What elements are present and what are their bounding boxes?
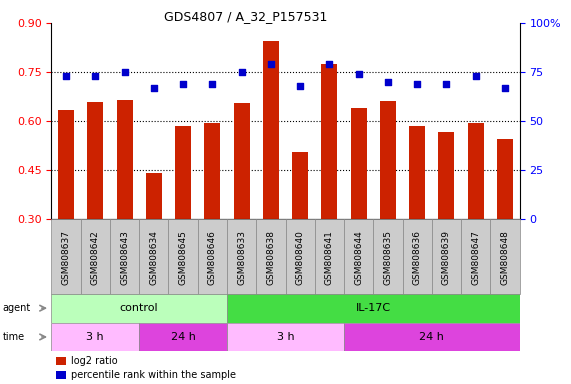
FancyBboxPatch shape — [256, 219, 286, 294]
FancyBboxPatch shape — [286, 219, 315, 294]
Text: GSM808641: GSM808641 — [325, 230, 334, 285]
FancyBboxPatch shape — [403, 219, 432, 294]
Text: GSM808634: GSM808634 — [149, 230, 158, 285]
FancyBboxPatch shape — [81, 219, 110, 294]
Point — [62, 73, 71, 79]
Text: GDS4807 / A_32_P157531: GDS4807 / A_32_P157531 — [164, 10, 327, 23]
Bar — [344, 323, 520, 351]
Text: agent: agent — [3, 303, 31, 313]
Text: GSM808636: GSM808636 — [413, 230, 422, 285]
Point — [413, 81, 422, 87]
Bar — [263, 41, 279, 219]
Point — [266, 61, 275, 67]
Bar — [439, 132, 455, 219]
Text: percentile rank within the sample: percentile rank within the sample — [71, 369, 236, 380]
Text: GSM808643: GSM808643 — [120, 230, 129, 285]
Text: 3 h: 3 h — [86, 332, 104, 342]
Bar — [87, 102, 103, 219]
Text: GSM808639: GSM808639 — [442, 230, 451, 285]
Text: control: control — [120, 303, 159, 313]
Point — [120, 69, 129, 75]
Text: GSM808644: GSM808644 — [354, 230, 363, 285]
Point — [354, 71, 363, 77]
Bar — [51, 323, 139, 351]
Bar — [292, 152, 308, 219]
Bar — [380, 101, 396, 219]
FancyBboxPatch shape — [168, 219, 198, 294]
Point — [325, 61, 334, 67]
FancyBboxPatch shape — [432, 219, 461, 294]
Point — [208, 81, 217, 87]
FancyBboxPatch shape — [461, 219, 490, 294]
Text: log2 ratio: log2 ratio — [71, 356, 118, 366]
Point — [296, 83, 305, 89]
Bar — [351, 108, 367, 219]
Point — [383, 79, 392, 85]
Text: GSM808646: GSM808646 — [208, 230, 217, 285]
Point — [471, 73, 480, 79]
Bar — [175, 126, 191, 219]
Point — [442, 81, 451, 87]
FancyBboxPatch shape — [51, 219, 81, 294]
Bar — [227, 323, 344, 351]
Text: time: time — [3, 332, 25, 342]
Text: GSM808635: GSM808635 — [383, 230, 392, 285]
Bar — [234, 103, 250, 219]
FancyBboxPatch shape — [490, 219, 520, 294]
FancyBboxPatch shape — [110, 219, 139, 294]
FancyBboxPatch shape — [373, 219, 403, 294]
Bar — [497, 139, 513, 219]
Point — [237, 69, 246, 75]
Text: GSM808648: GSM808648 — [500, 230, 509, 285]
Bar — [468, 122, 484, 219]
Text: GSM808638: GSM808638 — [266, 230, 275, 285]
Bar — [146, 172, 162, 219]
Point — [179, 81, 188, 87]
Bar — [58, 109, 74, 219]
Point — [500, 84, 509, 91]
Bar — [116, 100, 132, 219]
Bar — [139, 323, 227, 351]
FancyBboxPatch shape — [139, 219, 168, 294]
Text: 3 h: 3 h — [277, 332, 294, 342]
FancyBboxPatch shape — [227, 219, 256, 294]
Text: IL-17C: IL-17C — [356, 303, 391, 313]
Text: 24 h: 24 h — [171, 332, 195, 342]
Text: GSM808647: GSM808647 — [471, 230, 480, 285]
Text: GSM808645: GSM808645 — [179, 230, 188, 285]
Text: 24 h: 24 h — [419, 332, 444, 342]
FancyBboxPatch shape — [344, 219, 373, 294]
Text: GSM808640: GSM808640 — [296, 230, 305, 285]
Text: GSM808642: GSM808642 — [91, 230, 100, 285]
Text: GSM808633: GSM808633 — [237, 230, 246, 285]
Bar — [51, 294, 227, 323]
Bar — [321, 64, 337, 219]
FancyBboxPatch shape — [315, 219, 344, 294]
FancyBboxPatch shape — [198, 219, 227, 294]
Bar — [227, 294, 520, 323]
Text: GSM808637: GSM808637 — [62, 230, 71, 285]
Bar — [56, 371, 66, 379]
Point — [149, 84, 158, 91]
Bar — [56, 357, 66, 365]
Bar — [409, 126, 425, 219]
Point — [91, 73, 100, 79]
Bar — [204, 122, 220, 219]
